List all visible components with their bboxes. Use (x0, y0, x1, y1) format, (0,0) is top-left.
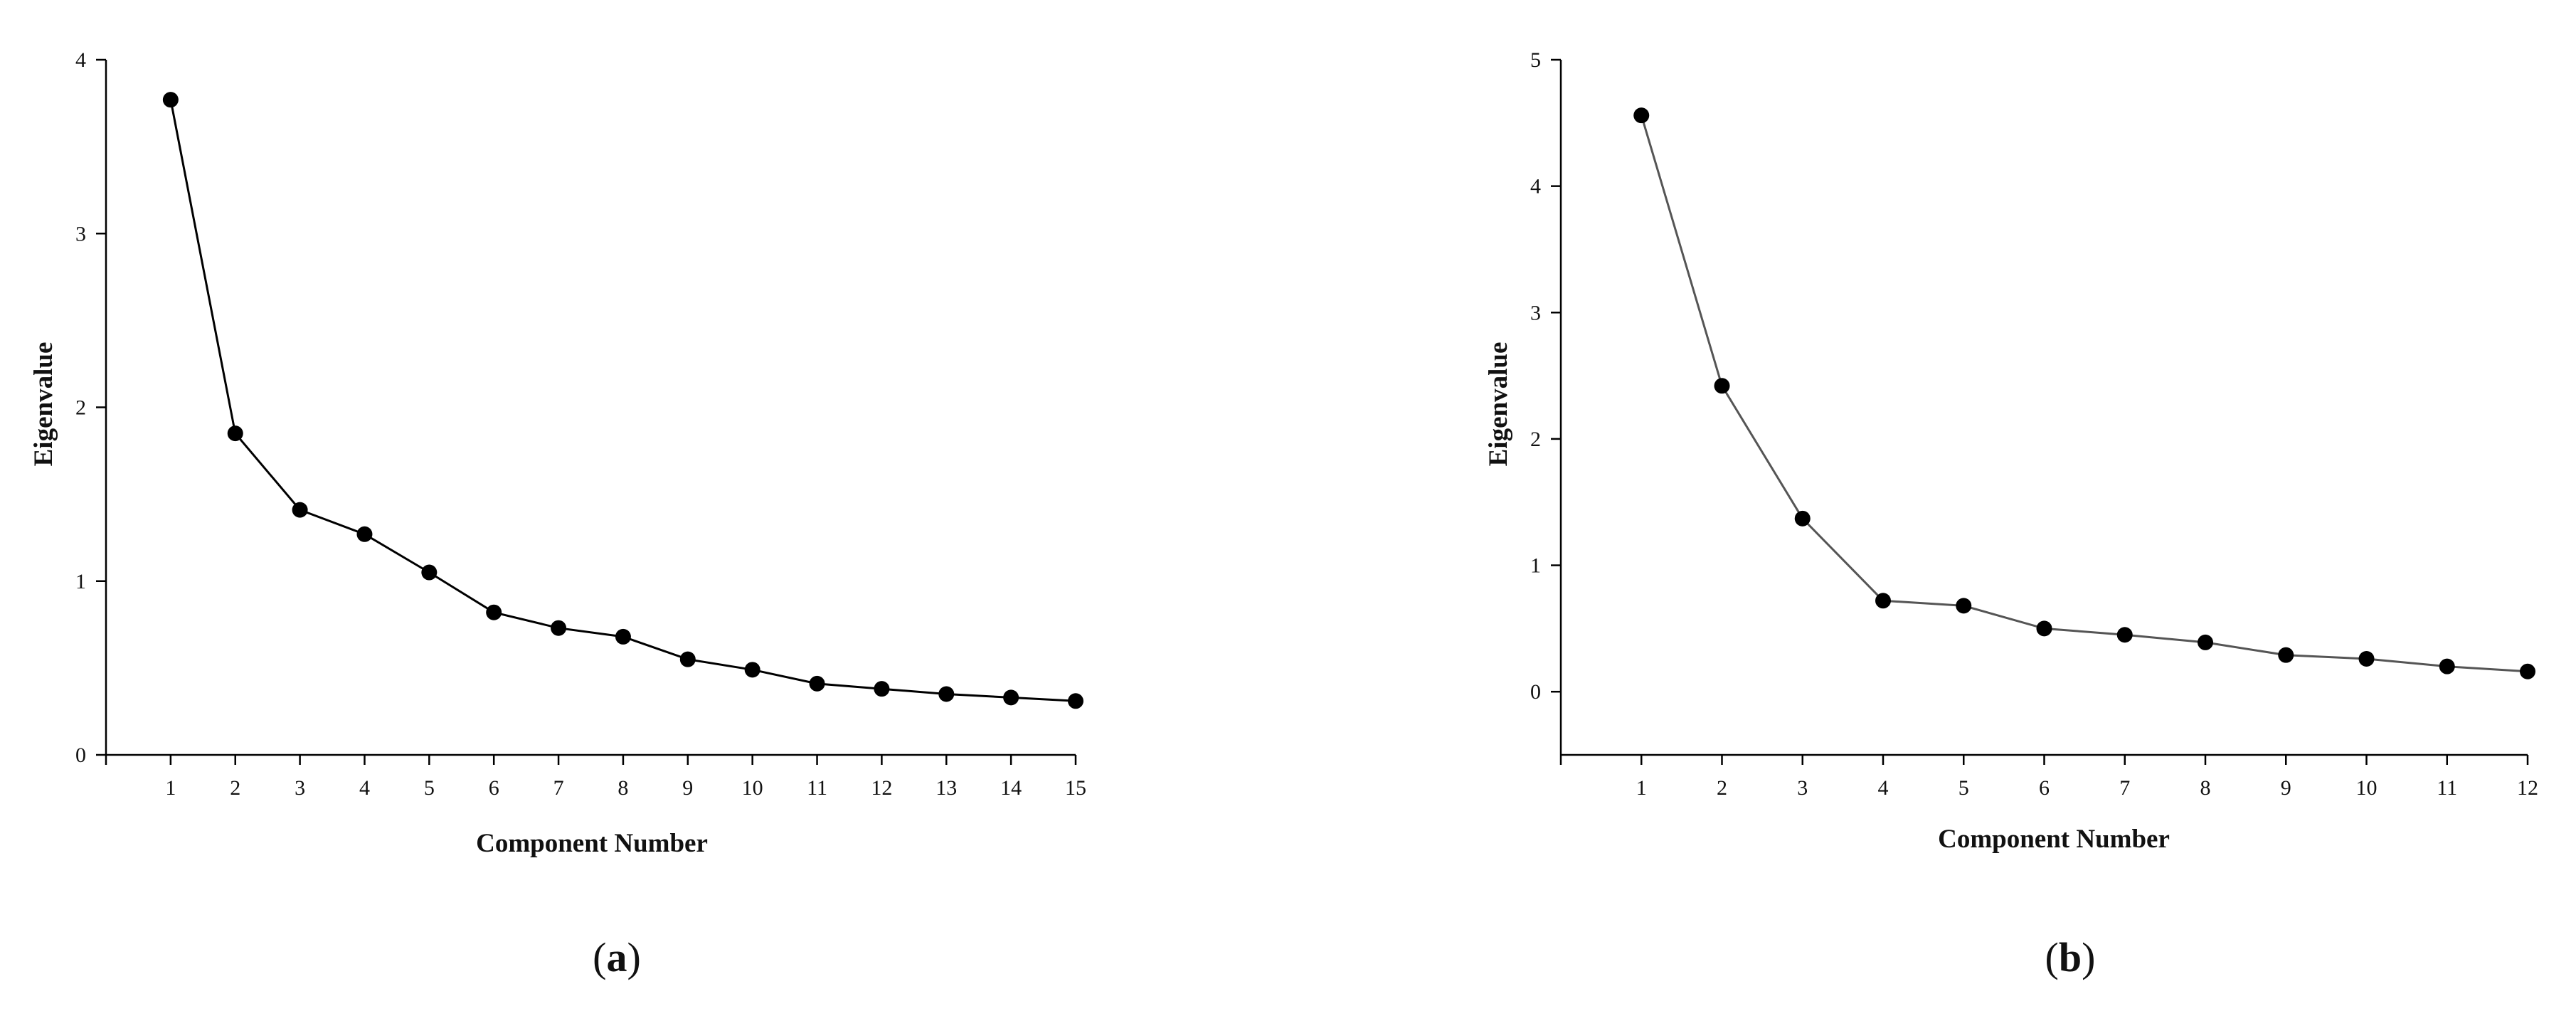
y-tick-label: 5 (1530, 48, 1541, 72)
x-tick-label: 9 (2281, 776, 2291, 800)
x-tick-label: 1 (165, 776, 176, 800)
x-tick-label: 1 (1636, 776, 1647, 800)
x-tick-label: 3 (295, 776, 305, 800)
y-tick-label: 3 (75, 222, 86, 245)
data-point (938, 686, 955, 702)
data-point (1633, 107, 1650, 124)
data-point (615, 628, 631, 645)
x-axis-title-b: Component Number (1938, 825, 2170, 854)
x-tick-label: 9 (682, 776, 693, 800)
panel-label-b: (b) (2045, 934, 2096, 980)
y-axis-title-a: Eigenvalue (29, 342, 58, 467)
x-tick-label: 2 (230, 776, 240, 800)
panel-label-a-letter: a (607, 934, 627, 980)
panel-label-b-close: ) (2082, 934, 2095, 980)
data-point (2198, 634, 2213, 650)
y-tick-label: 2 (75, 396, 86, 420)
data-point (874, 681, 890, 697)
x-tick-label: 3 (1797, 776, 1808, 800)
y-tick-label: 3 (1530, 301, 1541, 324)
x-tick-label: 15 (1065, 776, 1086, 800)
data-point (809, 675, 825, 692)
axes-b (1551, 58, 2529, 765)
series-points-a (162, 92, 1083, 709)
x-tick-label: 2 (1717, 776, 1727, 800)
data-point (2439, 658, 2455, 674)
data-point (1956, 598, 1972, 614)
series-line (1640, 115, 2528, 673)
panel-label-b-letter: b (2059, 934, 2082, 980)
data-point (2116, 627, 2133, 643)
x-tick-label: 5 (1958, 776, 1969, 800)
x-axis-title-a: Component Number (476, 829, 708, 858)
y-tick-label: 4 (75, 48, 86, 72)
data-point (1714, 378, 1730, 394)
panel-label-a-open: ( (593, 934, 606, 980)
panel-label-b-open: ( (2045, 934, 2059, 980)
data-point (486, 604, 502, 620)
data-point (744, 662, 760, 678)
y-tick-label: 0 (1530, 680, 1541, 704)
data-point (2278, 647, 2294, 663)
x-tick-label: 13 (935, 776, 957, 800)
x-tick-label: 8 (2200, 776, 2211, 800)
data-point (162, 92, 179, 108)
data-point (292, 502, 308, 518)
axes-a (96, 58, 1077, 765)
data-point (679, 651, 696, 667)
data-point (421, 564, 438, 581)
data-point (2036, 620, 2052, 637)
y-tick-label: 1 (1530, 554, 1541, 578)
y-axis-title-b: Eigenvalue (1484, 342, 1513, 467)
x-tick-label: 10 (2356, 776, 2378, 800)
y-tick-label: 2 (1530, 428, 1541, 451)
y-tick-label: 1 (75, 570, 86, 593)
x-tick-label: 11 (807, 776, 827, 800)
data-point (1003, 689, 1019, 706)
data-point (2358, 650, 2375, 667)
series-line-a (169, 99, 1076, 702)
x-tick-label: 7 (553, 776, 564, 800)
series-line (169, 99, 1076, 702)
y-tick-label: 0 (75, 744, 86, 767)
data-point (551, 620, 567, 636)
x-tick-label: 4 (1878, 776, 1889, 800)
data-point (1875, 593, 1891, 609)
x-tick-label: 11 (2437, 776, 2457, 800)
x-tick-label: 6 (489, 776, 499, 800)
series-line-b (1640, 115, 2528, 673)
x-tick-label: 5 (424, 776, 435, 800)
x-tick-label: 8 (618, 776, 628, 800)
x-tick-label: 4 (359, 776, 370, 800)
series-points-b (1633, 107, 2535, 679)
panel-label-a-close: ) (627, 934, 641, 980)
data-point (1068, 693, 1083, 709)
x-tick-label: 7 (2119, 776, 2130, 800)
x-tick-label: 10 (742, 776, 763, 800)
data-point (1794, 510, 1811, 526)
x-tick-label: 6 (2039, 776, 2050, 800)
data-point (227, 425, 243, 442)
x-tick-label: 12 (871, 776, 892, 800)
x-tick-label: 14 (1000, 776, 1022, 800)
x-tick-label: 12 (2517, 776, 2538, 800)
data-point (356, 526, 373, 542)
y-tick-label: 4 (1530, 175, 1541, 199)
data-point (2520, 663, 2535, 679)
panel-label-a: (a) (593, 934, 641, 980)
